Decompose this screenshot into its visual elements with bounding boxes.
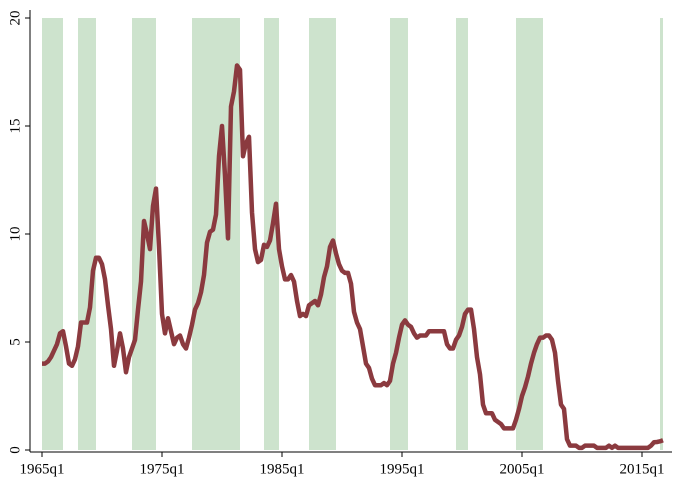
shaded-band	[660, 18, 663, 450]
shaded-band	[390, 18, 408, 450]
x-tick-label: 1985q1	[260, 461, 305, 477]
shaded-band	[456, 18, 468, 450]
y-tick-label: 0	[7, 446, 23, 454]
x-tick-label: 1995q1	[380, 461, 425, 477]
shaded-band	[78, 18, 96, 450]
x-tick-label: 2015q1	[620, 461, 665, 477]
plot	[42, 63, 664, 451]
x-tick-label: 1965q1	[20, 461, 65, 477]
shaded-band	[309, 18, 336, 450]
line	[42, 63, 664, 451]
shaded-band	[516, 18, 543, 450]
x-tick-label: 2005q1	[500, 461, 545, 477]
y-tick-label: 15	[7, 119, 23, 134]
x-tick-label: 1975q1	[140, 461, 185, 477]
y-tick-label: 10	[7, 227, 23, 242]
y-tick-label: 5	[7, 338, 23, 346]
shaded-band	[42, 18, 63, 450]
bands	[42, 18, 663, 450]
y-tick-label: 20	[7, 11, 23, 26]
